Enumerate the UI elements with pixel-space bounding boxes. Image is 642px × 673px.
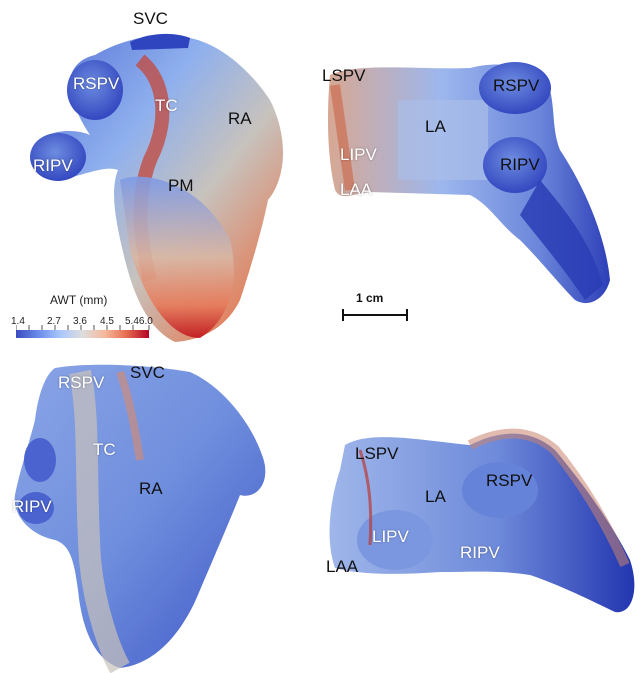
label-rspv-top-right: RSPV	[493, 76, 540, 95]
panel-top-left-shape	[30, 33, 283, 342]
label-ripv-bottom-left: RIPV	[12, 497, 52, 516]
colorbar-tick: 1.4	[11, 316, 25, 327]
label-la-bottom-right: LA	[425, 487, 446, 506]
label-svc-bottom-left: SVC	[130, 363, 165, 382]
panel-bottom-left-shape	[14, 364, 266, 673]
label-tc-bottom-left: TC	[93, 440, 116, 459]
colorbar-tick: 5.46.0	[125, 316, 153, 327]
label-pm-top-left: PM	[168, 176, 194, 195]
scale-bar-label: 1 cm	[356, 291, 384, 305]
label-ripv-bottom-right: RIPV	[460, 543, 500, 562]
colorbar-tick: 2.7	[47, 316, 61, 327]
label-rspv-top-left: RSPV	[73, 74, 120, 93]
label-la-top-right: LA	[425, 117, 446, 136]
label-lspv-bottom-right: LSPV	[355, 444, 399, 463]
colorbar	[16, 330, 149, 338]
label-rspv-bottom-left: RSPV	[58, 373, 105, 392]
label-tc-top-left: TC	[155, 96, 178, 115]
label-ripv-top-left: RIPV	[33, 156, 73, 175]
label-rspv-bottom-right: RSPV	[486, 471, 533, 490]
label-svc-top-left: SVC	[133, 9, 168, 28]
label-laa-bottom-right: LAA	[326, 557, 359, 576]
panel-top-right-shape	[327, 62, 610, 304]
label-laa-top-right: LAA	[340, 180, 373, 199]
label-ripv-top-right: RIPV	[500, 155, 540, 174]
colorbar-tick: 4.5	[100, 316, 114, 327]
label-lipv-top-right: LIPV	[340, 145, 377, 164]
panel-bottom-right-shape	[329, 428, 635, 613]
colorbar-title: AWT (mm)	[50, 293, 108, 307]
colorbar-tick: 3.6	[73, 316, 87, 327]
label-ra-bottom-left: RA	[139, 479, 163, 498]
label-lipv-bottom-right: LIPV	[372, 527, 409, 546]
label-lspv-top-right: LSPV	[322, 66, 366, 85]
scale-bar	[342, 309, 408, 321]
label-ra-top-left: RA	[228, 109, 252, 128]
